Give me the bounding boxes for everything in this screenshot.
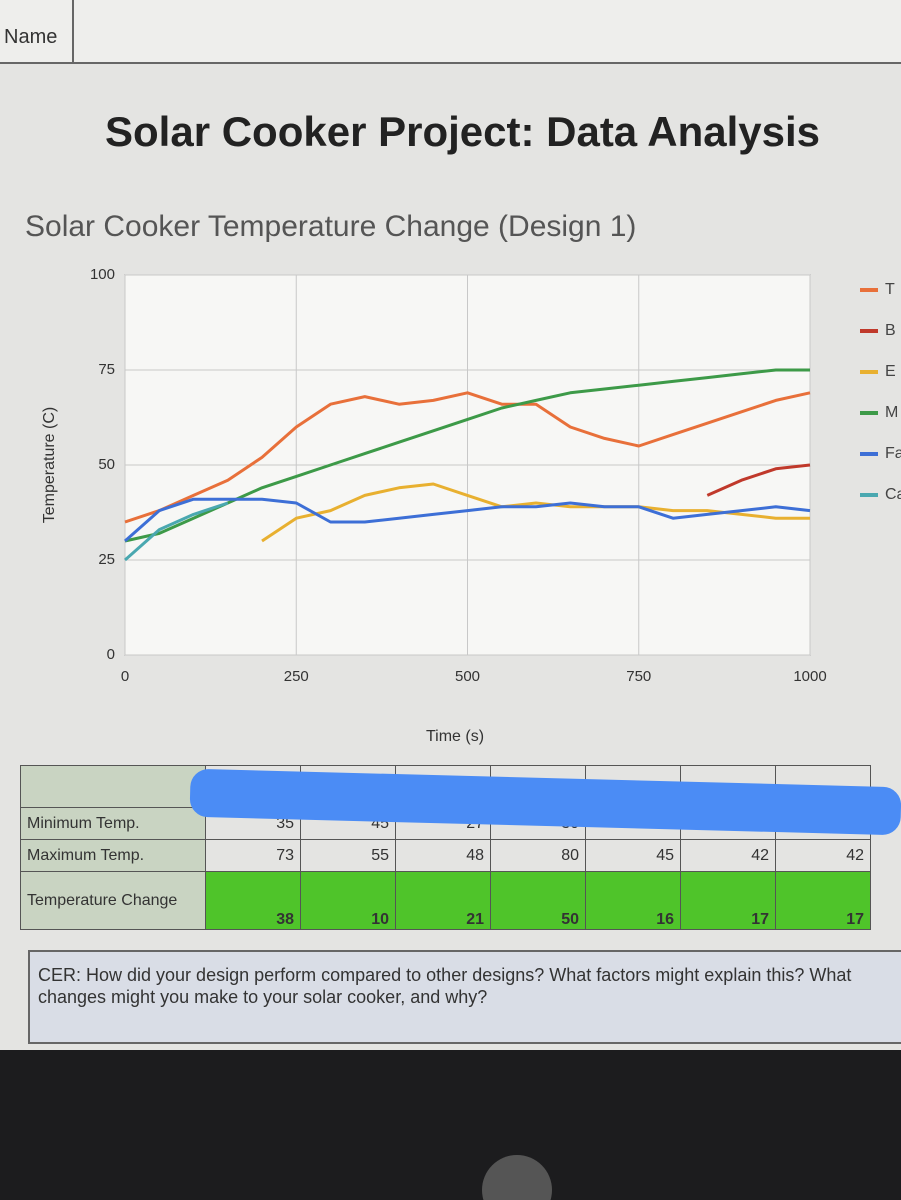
y-tick-label: 100 xyxy=(90,266,115,283)
legend-label: T xyxy=(885,281,895,298)
name-label: Name xyxy=(4,26,58,48)
table-cell: 42 xyxy=(680,839,776,872)
legend-label: Fa xyxy=(885,445,901,462)
y-tick-label: 0 xyxy=(107,646,115,663)
y-tick-label: 75 xyxy=(98,361,115,378)
y-tick-label: 25 xyxy=(98,551,115,568)
row-label: Maximum Temp. xyxy=(20,839,206,872)
chart-title: Solar Cooker Temperature Change (Design … xyxy=(25,210,636,243)
table-cell: 73 xyxy=(205,839,301,872)
page-title: Solar Cooker Project: Data Analysis xyxy=(105,108,821,155)
legend-label: M xyxy=(885,404,898,421)
table-cell: 42 xyxy=(775,839,871,872)
series-line xyxy=(124,497,811,543)
y-tick-label: 50 xyxy=(98,456,115,473)
cer-box: CER: How did your design perform compare… xyxy=(28,950,901,1044)
x-tick-label: 1000 xyxy=(793,668,826,685)
series-line xyxy=(124,501,229,562)
table-cell: 17 xyxy=(680,871,776,930)
table-cell: 21 xyxy=(395,871,491,930)
table-cell: 38 xyxy=(205,871,301,930)
header-cell xyxy=(20,765,206,808)
table-cell: 55 xyxy=(300,839,396,872)
table-cell: 48 xyxy=(395,839,491,872)
x-tick-label: 500 xyxy=(455,668,480,685)
table-row: Maximum Temp. 73 55 48 80 45 42 42 xyxy=(20,839,871,872)
cer-prompt: CER: How did your design perform compare… xyxy=(38,965,852,1007)
chart: Solar Cooker Temperature Change (Design … xyxy=(25,210,901,745)
table-cell: 80 xyxy=(490,839,586,872)
monitor-bezel xyxy=(0,1050,901,1200)
series-line xyxy=(124,391,811,524)
row-label: Minimum Temp. xyxy=(20,807,206,840)
series-line xyxy=(706,463,811,497)
x-tick-label: 0 xyxy=(121,668,129,685)
x-tick-label: 250 xyxy=(284,668,309,685)
legend-label: B xyxy=(885,322,896,339)
table-cell: 10 xyxy=(300,871,396,930)
legend-label: Ca xyxy=(885,486,901,503)
x-axis-label: Time (s) xyxy=(426,728,484,745)
x-tick-label: 750 xyxy=(626,668,651,685)
name-bar: Name xyxy=(0,0,901,64)
legend-label: E xyxy=(885,363,896,380)
table-cell: 50 xyxy=(490,871,586,930)
table-cell: 45 xyxy=(585,839,681,872)
y-axis-label: Temperature (C) xyxy=(41,407,58,523)
table-cell: 16 xyxy=(585,871,681,930)
name-field[interactable] xyxy=(72,0,901,62)
table-row: Temperature Change 38 10 21 50 16 17 17 xyxy=(20,871,871,930)
row-label: Temperature Change xyxy=(20,871,206,930)
table-cell: 17 xyxy=(775,871,871,930)
